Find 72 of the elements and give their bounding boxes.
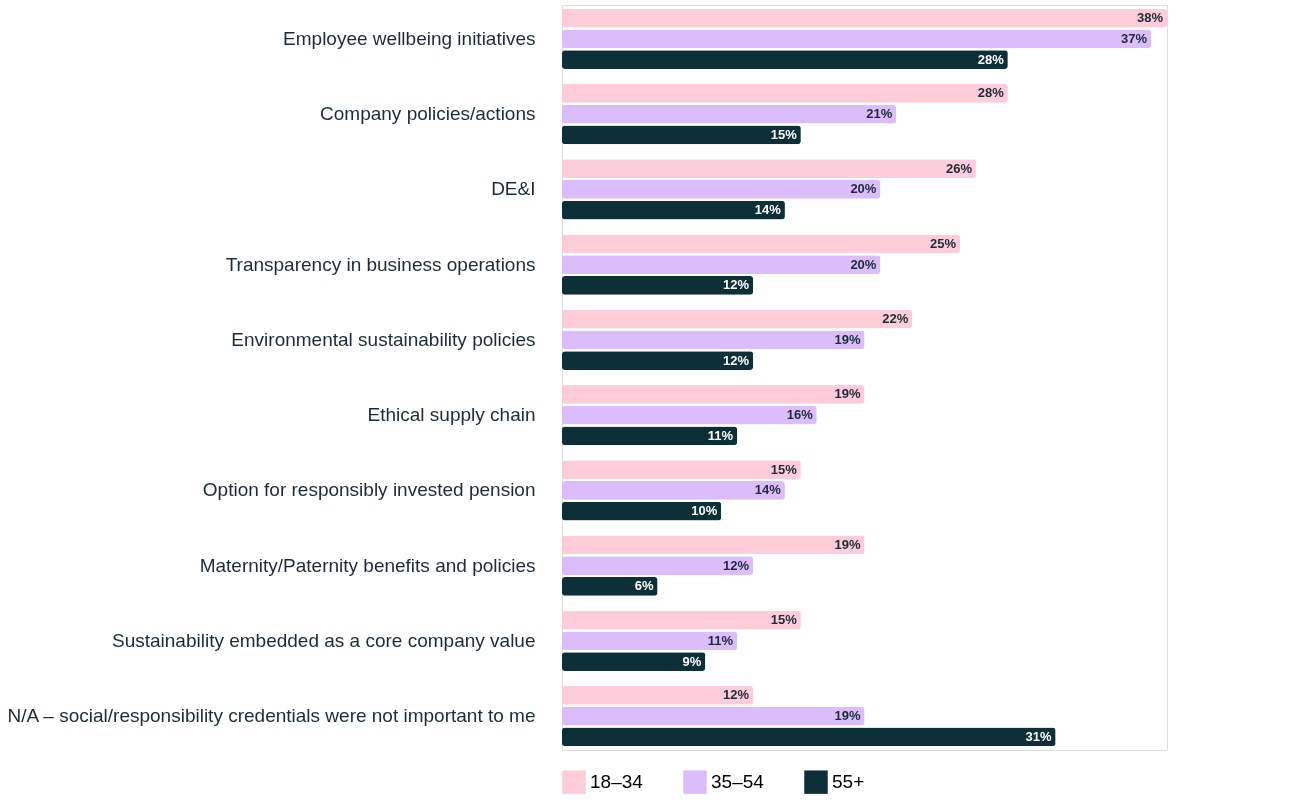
y-tick-label: Transparency in business operations: [225, 253, 536, 275]
data-label: 19%: [834, 386, 861, 402]
y-tick-label: Environmental sustainability policies: [231, 328, 536, 350]
data-label: 19%: [834, 708, 861, 724]
y-tick-label: Employee wellbeing initiatives: [283, 27, 536, 49]
legend-label: 18–34: [590, 771, 644, 793]
bar: [562, 501, 722, 521]
data-label: 19%: [834, 536, 861, 552]
bar: [562, 535, 865, 555]
y-tick-label: DE&I: [491, 178, 536, 200]
y-tick-label: Sustainability embedded as a core company value: [111, 629, 536, 651]
data-label: 15%: [770, 461, 798, 477]
data-label: 11%: [707, 632, 734, 648]
bar: [562, 727, 1056, 747]
bar: [562, 276, 754, 295]
bar: [562, 556, 754, 575]
bar: [562, 481, 785, 500]
bar: [562, 460, 801, 479]
bar: [562, 180, 881, 199]
bar: [562, 104, 897, 124]
bar: [562, 309, 913, 329]
bar: [562, 686, 754, 705]
y-tick-label: Maternity/Paternity benefits and policies: [199, 554, 536, 576]
data-label: 15%: [770, 612, 798, 628]
data-label: 14%: [754, 202, 782, 218]
bar: [562, 631, 738, 651]
data-label: 20%: [850, 256, 877, 272]
bar: [562, 125, 801, 145]
bar: [562, 652, 706, 671]
data-label: 37%: [1121, 30, 1148, 46]
data-label: 21%: [866, 106, 893, 122]
data-label: 31%: [1025, 728, 1052, 744]
data-label: 12%: [723, 277, 750, 293]
bar: [562, 706, 865, 726]
data-label: 20%: [850, 181, 877, 197]
legend-label: 35–54: [711, 771, 765, 793]
bar: [562, 330, 865, 350]
data-label: 28%: [977, 85, 1005, 101]
bar: [562, 84, 1008, 103]
y-tick-label: Option for responsibly invested pension: [202, 479, 536, 501]
data-label: 9%: [682, 653, 702, 669]
legend-label: 55+: [832, 771, 865, 793]
data-label: 12%: [723, 352, 750, 368]
y-tick-label: Ethical supply chain: [367, 404, 536, 426]
bar: [562, 610, 801, 630]
bar: [562, 405, 817, 425]
data-label: 12%: [723, 687, 750, 703]
bar: [562, 426, 738, 446]
data-label: 25%: [930, 235, 957, 251]
bar: [562, 200, 785, 220]
data-label: 38%: [1136, 10, 1164, 26]
data-label: 26%: [945, 160, 973, 176]
y-tick-label: N/A – social/responsibility credentials were not important to me: [7, 705, 536, 727]
bar: [562, 159, 976, 178]
data-label: 22%: [882, 311, 909, 327]
bar: [562, 255, 881, 274]
data-label: 15%: [770, 126, 798, 142]
bar: [562, 234, 961, 254]
bar: [562, 8, 1167, 28]
data-label: 16%: [786, 407, 814, 423]
data-label: 12%: [723, 557, 750, 573]
bar: [562, 385, 865, 404]
data-label: 10%: [691, 503, 718, 519]
bar: [562, 351, 754, 370]
data-label: 6%: [634, 578, 654, 594]
y-tick-label: Company policies/actions: [320, 103, 536, 125]
data-label: 11%: [707, 427, 734, 443]
bar: [562, 50, 1008, 69]
data-label: 14%: [754, 482, 782, 498]
bar: [562, 29, 1152, 49]
data-label: 19%: [834, 331, 861, 347]
data-label: 28%: [977, 51, 1005, 67]
